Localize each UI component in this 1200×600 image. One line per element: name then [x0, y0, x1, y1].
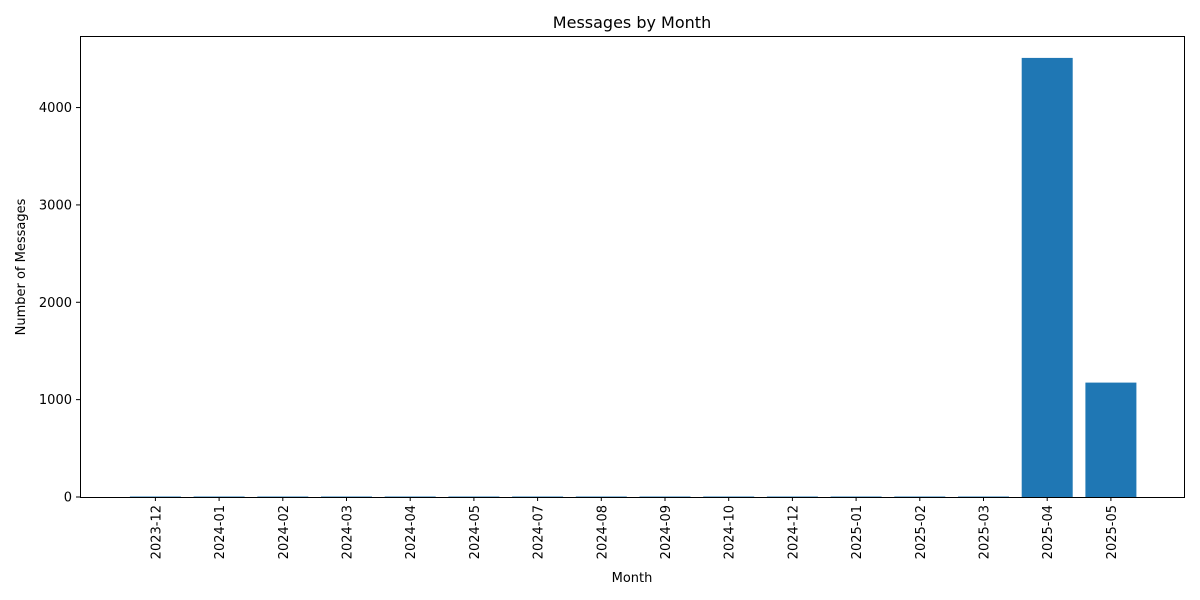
x-tick-label: 2025-05 — [1105, 505, 1120, 559]
x-tick-label: 2025-04 — [1041, 505, 1056, 559]
x-tick-label: 2025-03 — [978, 505, 993, 559]
bar-2025-05 — [1085, 382, 1137, 497]
y-tick-label: 4000 — [39, 101, 72, 116]
y-tick-label: 1000 — [39, 393, 72, 408]
y-axis: 0 1000 2000 3000 4000 — [39, 101, 80, 506]
x-axis-label: Month — [612, 571, 653, 586]
x-tick-label: 2025-01 — [850, 505, 865, 559]
x-tick-label: 2024-12 — [786, 505, 801, 559]
x-tick-label: 2024-07 — [532, 505, 547, 559]
y-axis-label: Number of Messages — [14, 198, 29, 335]
x-tick-label: 2025-02 — [914, 505, 929, 559]
x-tick-label: 2024-10 — [723, 505, 738, 559]
bars-group — [129, 57, 1137, 497]
x-tick-label: 2024-03 — [341, 505, 356, 559]
y-tick-label: 2000 — [39, 296, 72, 311]
x-tick-label: 2024-04 — [404, 505, 419, 559]
x-tick-label: 2024-09 — [659, 505, 674, 559]
y-tick-label: 0 — [64, 491, 72, 506]
y-tick-label: 3000 — [39, 198, 72, 213]
x-tick-label: 2024-01 — [213, 505, 228, 559]
x-tick-label: 2023-12 — [149, 505, 164, 559]
bar-2025-04 — [1021, 57, 1073, 497]
x-tick-label: 2024-05 — [468, 505, 483, 559]
x-axis: 2023-12 2024-01 2024-02 2024-03 2024-04 2024-… — [149, 497, 1120, 559]
x-tick-label: 2024-08 — [595, 505, 610, 559]
chart-title: Messages by Month — [553, 13, 711, 32]
plot-frame — [80, 36, 1185, 498]
x-tick-label: 2024-02 — [277, 505, 292, 559]
